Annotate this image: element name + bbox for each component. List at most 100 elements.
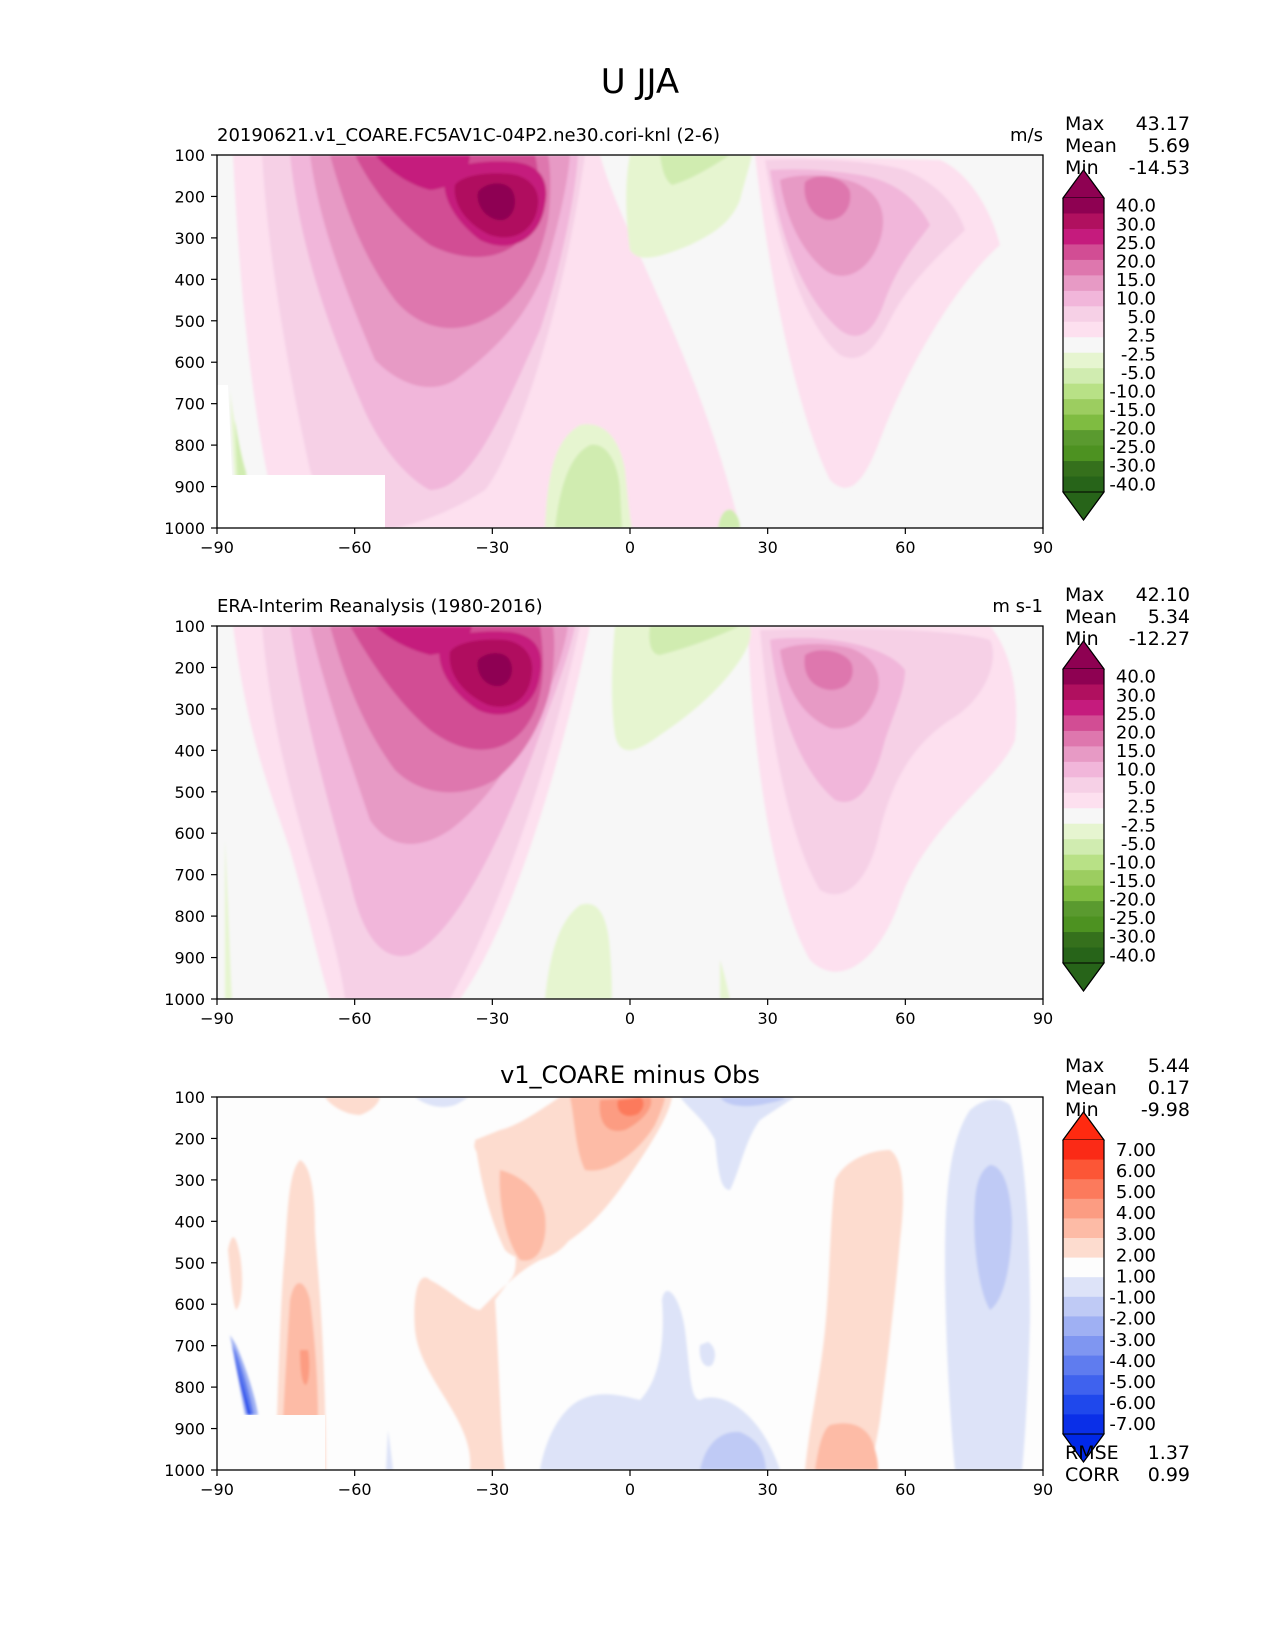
colorbar-cell bbox=[1063, 198, 1104, 214]
y-tick-label: 1000 bbox=[164, 1461, 205, 1480]
stat-value: -12.27 bbox=[1129, 628, 1190, 650]
panel-diff-title: v1_COARE minus Obs bbox=[500, 1061, 760, 1089]
colorbar-cell bbox=[1063, 761, 1104, 778]
y-tick-label: 700 bbox=[174, 1337, 205, 1356]
y-tick-label: 700 bbox=[174, 395, 205, 414]
y-tick-label: 500 bbox=[174, 1254, 205, 1273]
y-tick-label: 400 bbox=[174, 270, 205, 289]
x-tick-label: 90 bbox=[1033, 538, 1053, 557]
colorbar-cell bbox=[1063, 476, 1104, 493]
stat-label: Max bbox=[1065, 1055, 1104, 1077]
colorbar-label: -40.0 bbox=[1109, 945, 1156, 966]
colorbar-cell bbox=[1063, 306, 1104, 323]
stat-value: 42.10 bbox=[1136, 584, 1190, 606]
y-tick-label: 500 bbox=[174, 783, 205, 802]
colorbar-cell bbox=[1063, 461, 1104, 478]
y-tick-label: 300 bbox=[174, 700, 205, 719]
colorbar-cell bbox=[1063, 1355, 1104, 1376]
colorbar-label: -7.00 bbox=[1109, 1414, 1156, 1435]
colorbar-cell bbox=[1063, 321, 1104, 338]
panel-obs: ERA-Interim Reanalysis (1980-2016) m s-1 bbox=[164, 584, 1190, 1028]
colorbar-cell bbox=[1063, 839, 1104, 856]
stat-label: Min bbox=[1065, 628, 1099, 650]
panel-obs-y-axis: 100 200 300 400 500 600 700 800 900 1000 bbox=[164, 617, 217, 1009]
panel-diff-field bbox=[217, 1097, 1043, 1470]
colorbar-cell bbox=[1063, 1336, 1104, 1357]
y-tick-label: 400 bbox=[174, 1212, 205, 1231]
panel-model-colorbar: 40.030.025.020.015.010.05.02.5-2.5-5.0-1… bbox=[1062, 168, 1156, 522]
stat-value: 0.99 bbox=[1148, 1464, 1190, 1486]
y-tick-label: 800 bbox=[174, 1378, 205, 1397]
colorbar-label: -2.00 bbox=[1109, 1309, 1156, 1330]
y-tick-label: 600 bbox=[174, 1295, 205, 1314]
panel-diff-colorbar: 7.006.005.004.003.002.001.00-1.00-2.00-3… bbox=[1062, 1110, 1156, 1464]
colorbar-cell bbox=[1063, 684, 1104, 701]
colorbar-cell bbox=[1063, 414, 1104, 431]
colorbar-cell bbox=[1063, 290, 1104, 307]
y-tick-label: 300 bbox=[174, 229, 205, 248]
stat-label: Mean bbox=[1065, 135, 1117, 157]
colorbar-label: 15.0 bbox=[1116, 270, 1156, 291]
colorbar-cell bbox=[1063, 823, 1104, 840]
y-tick-label: 100 bbox=[174, 146, 205, 165]
colorbar-cell bbox=[1063, 746, 1104, 763]
colorbar-cell bbox=[1063, 947, 1104, 964]
colorbar-label: -15.0 bbox=[1109, 400, 1156, 421]
y-tick-label: 100 bbox=[174, 1088, 205, 1107]
colorbar-cell bbox=[1063, 901, 1104, 918]
colorbar-label: 3.00 bbox=[1116, 1224, 1156, 1245]
x-tick-label: 30 bbox=[757, 1009, 777, 1028]
x-tick-label: 30 bbox=[757, 1480, 777, 1499]
colorbar-label: 10.0 bbox=[1116, 289, 1156, 310]
colorbar-label: -5.0 bbox=[1121, 834, 1156, 855]
colorbar-label: 5.0 bbox=[1127, 778, 1156, 799]
x-tick-label: 0 bbox=[625, 538, 635, 557]
colorbar-cell bbox=[1063, 1296, 1104, 1317]
colorbar-label: 25.0 bbox=[1116, 233, 1156, 254]
y-tick-label: 200 bbox=[174, 187, 205, 206]
colorbar-cell bbox=[1063, 1238, 1104, 1259]
colorbar-cell bbox=[1063, 916, 1104, 933]
colorbar-cell bbox=[1063, 337, 1104, 354]
stat-label: RMSE bbox=[1065, 1442, 1119, 1464]
x-tick-label: 60 bbox=[895, 538, 915, 557]
colorbar-label: 30.0 bbox=[1116, 685, 1156, 706]
colorbar-label: 40.0 bbox=[1116, 196, 1156, 217]
colorbar-cell bbox=[1063, 399, 1104, 416]
stat-label: Min bbox=[1065, 1099, 1099, 1121]
x-tick-label: 90 bbox=[1033, 1009, 1053, 1028]
panel-diff-x-axis: −90 −60 −30 0 30 60 90 bbox=[200, 1470, 1053, 1499]
colorbar-label: 20.0 bbox=[1116, 722, 1156, 743]
stat-label: Min bbox=[1065, 157, 1099, 179]
colorbar-cell bbox=[1063, 932, 1104, 949]
colorbar-cell bbox=[1063, 792, 1104, 809]
stat-label: Max bbox=[1065, 113, 1104, 135]
y-tick-label: 800 bbox=[174, 907, 205, 926]
y-tick-label: 300 bbox=[174, 1171, 205, 1190]
colorbar-label: 2.00 bbox=[1116, 1245, 1156, 1266]
y-tick-label: 700 bbox=[174, 866, 205, 885]
colorbar-label: 5.0 bbox=[1127, 307, 1156, 328]
colorbar-label: 40.0 bbox=[1116, 667, 1156, 688]
x-tick-label: −30 bbox=[475, 1009, 509, 1028]
panel-diff-metrics: RMSE 1.37 CORR 0.99 bbox=[1065, 1442, 1190, 1486]
colorbar-cell bbox=[1063, 808, 1104, 825]
colorbar-cell bbox=[1063, 730, 1104, 747]
x-tick-label: −90 bbox=[200, 1480, 234, 1499]
y-tick-label: 600 bbox=[174, 353, 205, 372]
stat-value: 43.17 bbox=[1136, 113, 1190, 135]
colorbar-cell bbox=[1063, 699, 1104, 716]
colorbar-label: 5.00 bbox=[1116, 1182, 1156, 1203]
colorbar-cell bbox=[1063, 885, 1104, 902]
panel-model-stats: Max 43.17 Mean 5.69 Min -14.53 bbox=[1065, 113, 1190, 179]
stat-value: 5.34 bbox=[1148, 606, 1190, 628]
panel-model-field bbox=[217, 155, 1043, 528]
colorbar-label: -2.5 bbox=[1121, 344, 1156, 365]
colorbar-cell bbox=[1063, 870, 1104, 887]
panel-model-y-axis: 100 200 300 400 500 600 700 800 900 1000 bbox=[164, 146, 217, 538]
colorbar-cell bbox=[1063, 854, 1104, 871]
stat-label: Mean bbox=[1065, 606, 1117, 628]
panel-model: 20190621.v1_COARE.FC5AV1C-04P2.ne30.cori… bbox=[164, 113, 1190, 557]
stat-value: -14.53 bbox=[1129, 157, 1190, 179]
y-tick-label: 200 bbox=[174, 1129, 205, 1148]
